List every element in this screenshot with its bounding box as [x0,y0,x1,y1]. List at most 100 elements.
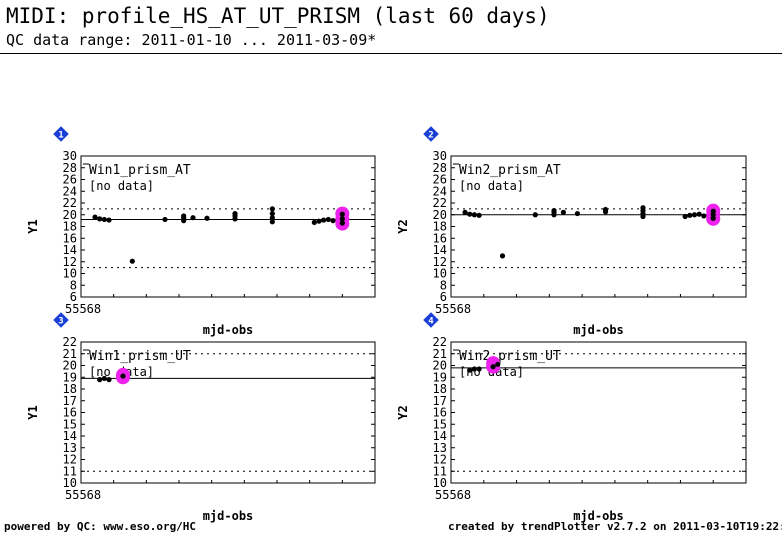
y-tick-label: 14 [433,243,447,257]
y-tick-label: 21 [433,347,447,361]
data-point [476,212,482,218]
y-tick-label: 30 [433,149,447,163]
panel-number: 1 [58,131,63,141]
data-point [106,377,112,383]
y-tick-label: 26 [63,173,77,187]
y-tick-label: 14 [63,429,77,443]
data-point [311,219,317,225]
highlight-point [486,356,501,371]
y-axis-label: Y2 [396,405,410,419]
panel-number: 2 [428,131,433,141]
data-point [691,212,698,218]
y-tick-label: 12 [433,453,447,467]
y-tick-label: 14 [433,429,447,443]
y-tick-label: 19 [63,370,77,384]
y-tick-label: 10 [433,476,447,490]
x-axis-label: mjd-obs [573,323,624,337]
footer-created-by: created by trendPlotter v2.7.2 on 2011-0… [448,520,782,533]
data-point [106,217,112,223]
data-point [339,211,345,217]
y-tick-label: 16 [433,406,447,420]
y-tick-label: 24 [433,184,447,198]
data-point [710,208,716,214]
data-point [269,210,275,217]
x-axis-label: mjd-obs [203,509,254,523]
y-tick-label: 19 [433,370,447,384]
data-point [560,209,566,215]
data-point [574,210,581,217]
y-tick-label: 20 [63,359,77,373]
x-axis-label: mjd-obs [203,323,254,337]
y-tick-label: 13 [63,441,77,455]
data-point [101,216,107,223]
data-point [325,216,331,223]
y-tick-label: 10 [63,476,77,490]
y-tick-label: 6 [440,290,447,304]
data-point [687,212,693,218]
data-point [471,212,478,218]
x-tick-label: 55568 [435,488,471,502]
y-axis-label: Y2 [396,219,410,233]
y-tick-label: 12 [433,255,447,269]
data-point [701,213,707,219]
data-point [462,209,468,215]
data-point [602,206,609,213]
data-point [269,206,275,212]
y-tick-label: 18 [63,382,77,396]
data-point [339,220,345,226]
y-tick-label: 18 [63,220,77,234]
y-tick-label: 11 [433,464,447,478]
panel-number-badge [423,126,439,142]
data-point [495,361,501,367]
y-tick-label: 15 [433,417,447,431]
panel-number-badge [53,126,69,142]
y-tick-label: 22 [433,196,447,210]
y-tick-label: 6 [70,290,77,304]
panel-label: Win1_prism_AT [89,163,191,178]
y-tick-label: 8 [70,278,77,292]
panel-number: 4 [428,317,434,327]
y-tick-label: 26 [433,173,447,187]
y-tick-label: 20 [433,208,447,222]
y-tick-label: 21 [63,347,77,361]
y-tick-label: 16 [63,231,77,245]
y-tick-label: 17 [433,394,447,408]
y-tick-label: 18 [433,220,447,234]
y-tick-label: 20 [433,359,447,373]
y-tick-label: 22 [63,196,77,210]
data-point [97,216,103,222]
data-point [467,211,473,217]
data-point [532,212,538,218]
data-point [467,367,473,373]
data-point [232,210,238,217]
y-tick-label: 16 [63,406,77,420]
y-tick-label: 30 [63,149,77,163]
footer-powered-by: powered by QC: www.eso.org/HC [4,520,197,533]
data-point [682,213,688,220]
y-tick-label: 12 [63,255,77,269]
data-point [551,208,557,214]
data-point [269,219,275,225]
y-tick-label: 22 [433,335,447,349]
data-point [316,218,322,224]
y-tick-label: 10 [433,267,447,281]
y-tick-label: 11 [63,464,77,478]
x-tick-label: 55568 [435,302,471,316]
panel-note: [no data] [459,179,524,193]
y-tick-label: 15 [63,417,77,431]
y-tick-label: 22 [63,335,77,349]
page-subtitle: QC data range: 2011-01-10 ... 2011-03-09… [6,31,377,49]
page-title: MIDI: profile_HS_AT_UT_PRISM (last 60 da… [6,4,550,28]
data-point [101,375,107,382]
y-axis-label: Y1 [26,219,40,233]
y-tick-label: 20 [63,208,77,222]
panel-label: Win1_prism_UT [89,349,191,364]
data-point [640,205,646,211]
data-point [471,366,478,372]
y-tick-label: 16 [433,231,447,245]
data-point [120,373,126,379]
x-tick-label: 55568 [65,488,101,502]
y-tick-label: 8 [440,278,447,292]
